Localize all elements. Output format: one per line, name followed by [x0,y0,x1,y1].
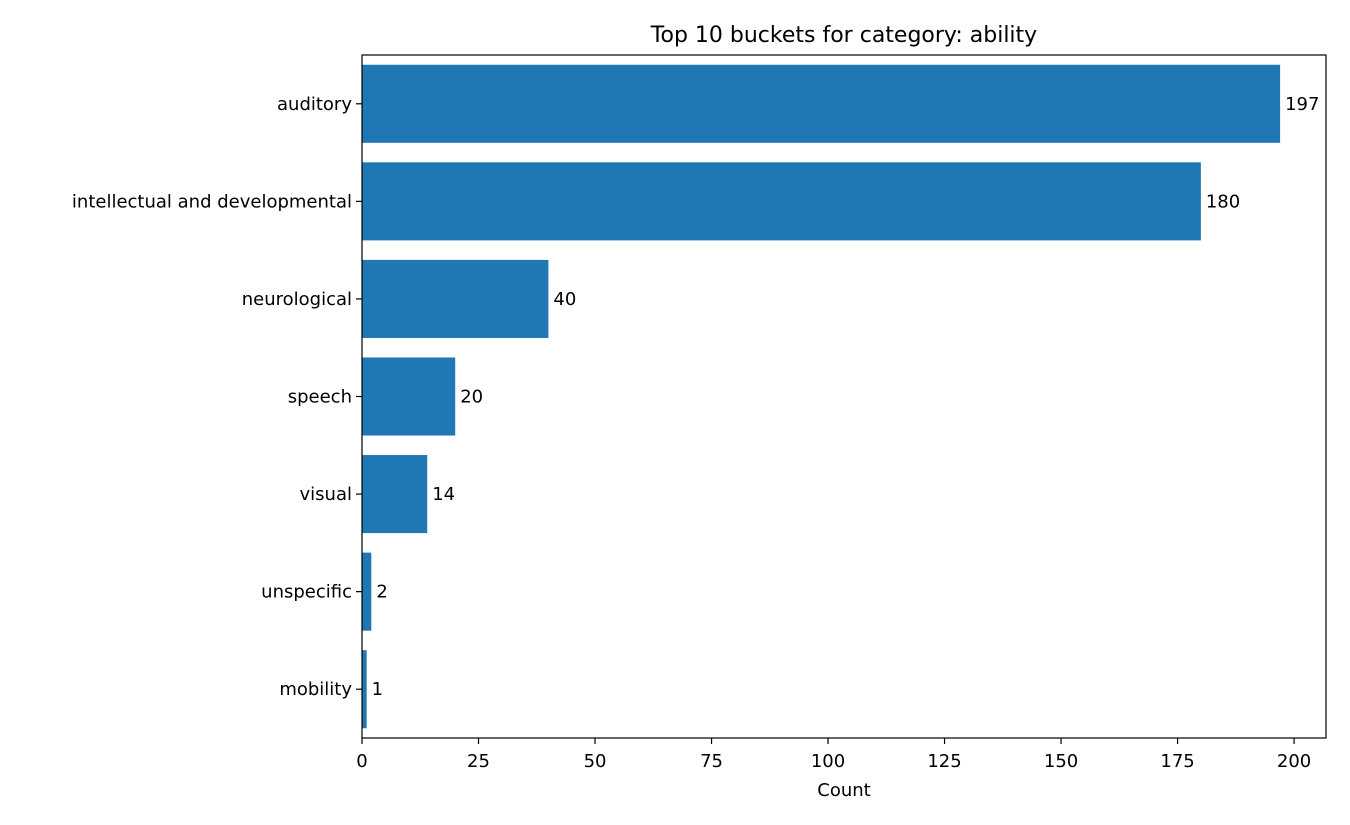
y-tick-label: auditory [277,94,352,115]
data-label: 1 [372,679,383,700]
bar-mobility [362,650,367,729]
data-label: 14 [432,484,455,505]
bar-auditory [362,64,1281,143]
bar-intellectual-and-developmental [362,162,1201,241]
x-tick-label: 125 [927,751,961,772]
x-tick-label: 0 [356,751,367,772]
y-tick-label: intellectual and developmental [72,191,352,212]
y-tick-label: unspecific [261,582,352,603]
x-axis-ticks: 0 25 50 75 100 125 150 175 200 [356,738,1311,772]
bar-visual [362,455,428,534]
x-tick-label: 175 [1160,751,1194,772]
x-tick-label: 25 [467,751,490,772]
data-labels-group: 197 180 40 20 14 2 1 [372,94,1320,700]
x-tick-label: 200 [1277,751,1311,772]
x-axis-label: Count [817,780,870,801]
data-label: 40 [553,289,576,310]
y-tick-label: mobility [279,679,352,700]
x-tick-label: 150 [1044,751,1078,772]
data-label: 180 [1206,191,1240,212]
y-tick-label: speech [288,387,352,408]
y-tick-label: neurological [242,289,352,310]
plot-frame [361,54,1327,739]
data-label: 20 [460,387,483,408]
bars-group [362,64,1281,729]
bar-unspecific [362,552,372,631]
chart-title: Top 10 buckets for category: ability [650,23,1037,48]
data-label: 197 [1285,94,1319,115]
y-axis-ticks: auditory intellectual and developmental ne… [72,94,362,700]
y-tick-label: visual [300,484,352,505]
bar-speech [362,357,456,436]
data-label: 2 [376,582,387,603]
bar-neurological [362,259,549,338]
x-tick-label: 75 [700,751,723,772]
x-tick-label: 100 [811,751,845,772]
x-tick-label: 50 [584,751,607,772]
